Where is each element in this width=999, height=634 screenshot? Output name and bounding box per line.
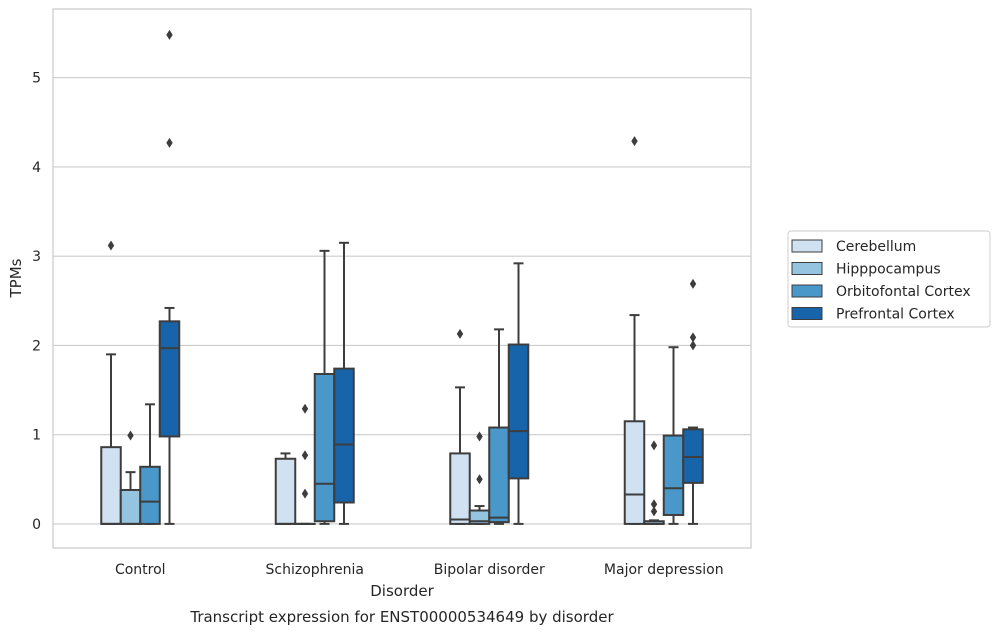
box-body: [119, 488, 142, 525]
legend-swatch: [791, 307, 823, 320]
y-axis-label: TPMs: [7, 258, 25, 298]
x-tick-label: Major depression: [604, 562, 724, 578]
legend-swatch: [791, 262, 823, 275]
outlier-point: [127, 430, 134, 441]
x-axis-ticks: Control Schizophrenia Bipolar disorder Majo…: [115, 562, 724, 578]
outlier-point: [476, 431, 483, 442]
legend: Cerebellum Hipppocampus Orbitofontal Corte…: [787, 230, 991, 328]
box-body: [623, 420, 646, 525]
box-group: [488, 328, 510, 525]
box-group: [682, 278, 704, 525]
outlier-point: [301, 488, 309, 499]
plot-frame: [52, 8, 752, 549]
box-body: [507, 343, 530, 480]
box-group: [158, 29, 181, 525]
x-tick-label: Bipolar disorder: [434, 562, 545, 578]
y-axis-ticks: 0 1 2 3 4 5: [32, 71, 41, 533]
y-tick-label: 5: [32, 71, 41, 87]
outlier-point: [689, 340, 697, 351]
box-body: [488, 426, 510, 524]
box-group: [100, 240, 122, 525]
box-group: [294, 403, 316, 525]
outlier-point: [476, 474, 483, 485]
x-tick-label: Schizophrenia: [266, 562, 364, 578]
x-axis-label: Disorder: [370, 582, 434, 600]
chart-caption: Transcript expression for ENST0000053464…: [189, 608, 614, 626]
box-group: [274, 452, 297, 525]
y-tick-label: 0: [32, 517, 41, 533]
outlier-point: [650, 440, 658, 451]
outlier-point: [631, 136, 638, 147]
outlier-point: [689, 332, 697, 343]
legend-frame: [787, 230, 991, 328]
box-group: [449, 328, 471, 525]
outlier-point: [301, 450, 309, 461]
outlier-point: [650, 506, 658, 517]
outlier-point: [689, 278, 697, 289]
box-group: [313, 249, 336, 525]
legend-swatch: [791, 284, 823, 298]
box-group: [507, 262, 530, 525]
y-tick-label: 3: [32, 249, 41, 265]
box-body: [139, 465, 161, 525]
box-body: [449, 452, 471, 525]
box-group: [139, 403, 161, 525]
box-group: [623, 136, 646, 525]
box-group: [333, 241, 355, 525]
outlier-point: [166, 137, 173, 148]
legend-label: Prefrontal Cortex: [836, 307, 955, 323]
boxes-layer: [100, 29, 704, 525]
outlier-point: [301, 403, 309, 414]
box-body: [158, 320, 181, 438]
box-body: [333, 367, 355, 504]
legend-label: Hipppocampus: [836, 262, 941, 278]
box-group: [643, 440, 665, 525]
box-body: [274, 457, 297, 525]
x-tick-label: Control: [115, 562, 166, 578]
outlier-point: [650, 499, 658, 510]
box-group: [662, 346, 685, 525]
y-tick-label: 1: [32, 428, 41, 444]
box-body: [662, 434, 685, 516]
legend-label: Cerebellum: [836, 239, 916, 255]
box-group: [119, 430, 142, 525]
outlier-point: [456, 328, 464, 339]
legend-label: Orbitofontal Cortex: [836, 284, 971, 300]
y-tick-label: 2: [32, 338, 41, 354]
box-body: [313, 372, 336, 523]
y-tick-label: 4: [32, 160, 41, 176]
legend-swatch: [791, 239, 823, 253]
box-body: [100, 446, 122, 525]
outlier-point: [107, 240, 115, 251]
outlier-point: [166, 29, 173, 40]
